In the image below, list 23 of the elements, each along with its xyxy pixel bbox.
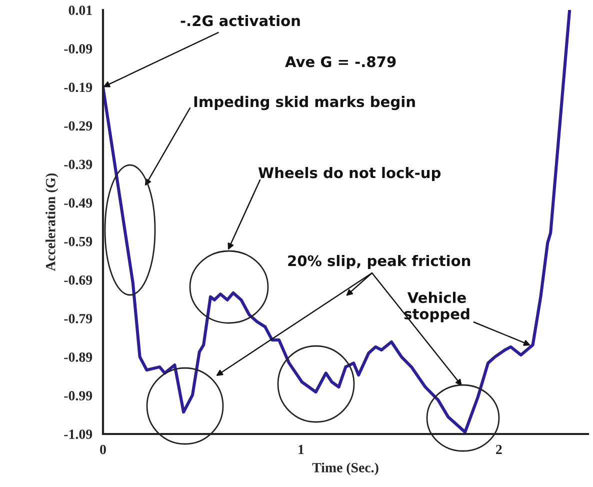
annotation: 20% slip, peak friction [288,254,470,270]
y-tick-label: -0.69 [64,275,92,285]
annotation: Ave G = -.879 [285,56,396,68]
y-tick-label: -0.39 [64,160,92,170]
annotation: -.2G activation [180,14,300,26]
annotation: Impeding skid marks begin [194,96,415,110]
x-axis-title: Time (Sec.) [312,462,378,476]
y-axis-title: Acceleration (G) [46,173,58,272]
y-tick-label: -0.49 [64,198,92,208]
y-tick-label: 0.01 [68,6,92,16]
x-tick-label: 0 [100,444,106,454]
y-tick-label: -0.09 [64,44,92,54]
annotation: Wheels do not lock-up [258,166,441,182]
y-tick-label: -0.59 [64,236,92,246]
y-tick-label: -0.89 [64,352,92,362]
x-tick-label: 1 [298,444,304,454]
annotation: Vehicle stopped [404,292,470,322]
y-tick-label: -0.19 [64,82,92,92]
y-tick-label: -0.29 [64,121,92,131]
y-tick-label: -0.79 [64,314,92,324]
y-tick-label: -0.99 [64,391,92,400]
y-tick-label: -1.09 [64,430,92,440]
x-tick-label: 2 [496,444,502,454]
